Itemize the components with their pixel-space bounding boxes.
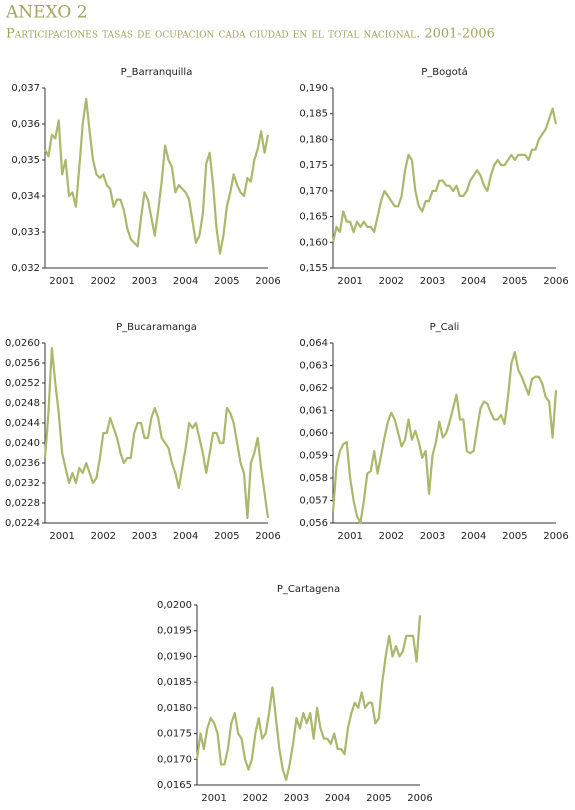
x-tick-label: 2004 <box>461 276 486 287</box>
data-line <box>44 97 270 255</box>
x-tick-label: 2005 <box>214 531 239 542</box>
x-tick-label: 2003 <box>132 276 157 287</box>
x-tick-label: 2002 <box>379 276 404 287</box>
chart-title: P_Cartagena <box>277 584 340 595</box>
y-tick-label: 0,032 <box>11 263 40 274</box>
x-tick-label: 2005 <box>214 276 239 287</box>
x-tick-label: 2001 <box>201 793 226 804</box>
y-tick-label: 0,0252 <box>5 378 40 389</box>
x-tick-label: 2006 <box>255 276 280 287</box>
y-tick-label: 0,035 <box>11 155 40 166</box>
x-tick-label: 2005 <box>366 793 391 804</box>
x-tick-label: 2004 <box>173 276 198 287</box>
y-tick-label: 0,0170 <box>157 754 192 765</box>
y-tick-label: 0,175 <box>299 160 328 171</box>
x-tick-label: 2004 <box>173 531 198 542</box>
y-tick-label: 0,056 <box>299 518 328 529</box>
x-tick-label: 2004 <box>461 531 486 542</box>
x-tick-label: 2005 <box>502 276 527 287</box>
y-tick-label: 0,0244 <box>5 418 40 429</box>
y-tick-label: 0,160 <box>299 237 328 248</box>
page-title: ANEXO 2 <box>5 3 88 23</box>
y-tick-label: 0,0190 <box>157 651 192 662</box>
x-tick-label: 2001 <box>337 276 362 287</box>
y-tick-label: 0,0260 <box>5 338 40 349</box>
x-tick-label: 2005 <box>502 531 527 542</box>
y-tick-label: 0,0224 <box>5 518 40 529</box>
x-tick-label: 2003 <box>420 276 445 287</box>
y-tick-label: 0,034 <box>11 191 40 202</box>
y-tick-label: 0,060 <box>299 428 328 439</box>
y-tick-label: 0,0200 <box>157 600 192 611</box>
y-tick-label: 0,0248 <box>5 398 40 409</box>
chart-title: P_Bogotá <box>421 66 468 78</box>
chart-title: P_Barranquilla <box>121 67 193 78</box>
y-tick-label: 0,0165 <box>157 780 192 791</box>
x-tick-label: 2004 <box>325 793 350 804</box>
y-tick-label: 0,058 <box>299 473 328 484</box>
y-tick-label: 0,155 <box>299 263 328 274</box>
y-tick-label: 0,062 <box>299 383 328 394</box>
data-line <box>331 107 558 243</box>
y-tick-label: 0,0240 <box>5 438 40 449</box>
y-tick-label: 0,0232 <box>5 478 40 489</box>
y-tick-label: 0,0236 <box>5 458 40 469</box>
x-tick-label: 2002 <box>243 793 268 804</box>
chart-title: P_Bucaramanga <box>116 322 197 333</box>
y-tick-label: 0,180 <box>299 134 328 145</box>
y-tick-label: 0,0175 <box>157 729 192 740</box>
y-tick-label: 0,0228 <box>5 498 40 509</box>
x-tick-label: 2001 <box>49 531 74 542</box>
y-tick-label: 0,0185 <box>157 677 192 688</box>
x-tick-label: 2001 <box>337 531 362 542</box>
y-tick-label: 0,0256 <box>5 358 40 369</box>
y-tick-label: 0,0180 <box>157 703 192 714</box>
x-tick-label: 2003 <box>284 793 309 804</box>
data-line <box>331 350 558 525</box>
x-tick-label: 2002 <box>379 531 404 542</box>
y-tick-label: 0,037 <box>11 83 40 94</box>
y-tick-label: 0,036 <box>11 119 40 130</box>
data-line <box>195 615 422 781</box>
y-tick-label: 0,033 <box>11 227 40 238</box>
x-tick-label: 2006 <box>543 531 568 542</box>
x-tick-label: 2003 <box>420 531 445 542</box>
x-tick-label: 2002 <box>91 531 116 542</box>
x-tick-label: 2001 <box>49 276 74 287</box>
x-tick-label: 2006 <box>255 531 280 542</box>
y-tick-label: 0,190 <box>299 83 328 94</box>
y-tick-label: 0,064 <box>299 338 328 349</box>
y-tick-label: 0,185 <box>299 109 328 120</box>
chart-title: P_Cali <box>430 322 460 333</box>
x-tick-label: 2002 <box>91 276 116 287</box>
y-tick-label: 0,165 <box>299 212 328 223</box>
page-subtitle: Participaciones tasas de ocupación cada … <box>6 27 495 42</box>
x-tick-label: 2003 <box>132 531 157 542</box>
y-tick-label: 0,057 <box>299 496 328 507</box>
data-line <box>43 346 270 520</box>
y-tick-label: 0,059 <box>299 451 328 462</box>
y-tick-label: 0,061 <box>299 406 328 417</box>
x-tick-label: 2006 <box>543 276 568 287</box>
x-tick-label: 2006 <box>407 793 432 804</box>
y-tick-label: 0,170 <box>299 186 328 197</box>
y-tick-label: 0,063 <box>299 361 328 372</box>
y-tick-label: 0,0195 <box>157 626 192 637</box>
